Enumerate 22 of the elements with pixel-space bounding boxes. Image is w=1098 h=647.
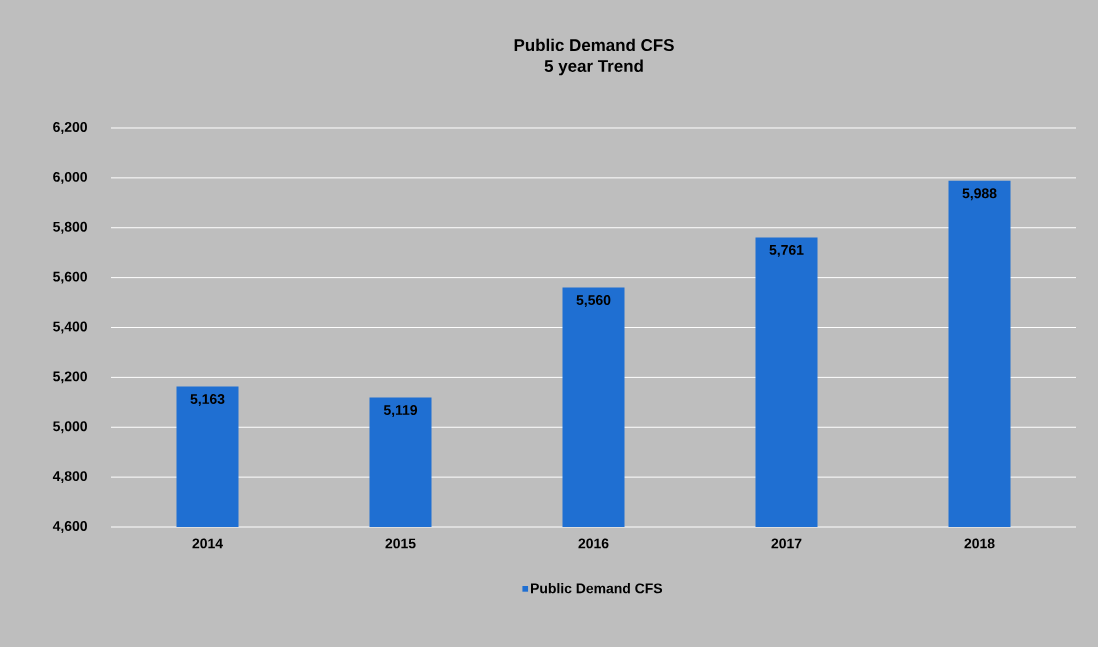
text: 5,560 xyxy=(576,295,611,307)
x-tick-label: 2016 xyxy=(578,538,609,549)
text: 5,119 xyxy=(383,405,418,417)
y-tick-label: 4,800 xyxy=(52,471,87,484)
y-tick-label: 5,200 xyxy=(53,371,87,384)
chart-title: Public Demand CFS xyxy=(514,38,674,52)
text: 5,988 xyxy=(962,188,997,201)
text: 5,761 xyxy=(769,244,804,257)
x-tick-label: 2017 xyxy=(771,538,802,549)
x-tick-label: 2015 xyxy=(385,538,416,549)
chart-subtitle: 5 year Trend xyxy=(544,59,643,76)
y-tick-label: 5,800 xyxy=(53,221,87,234)
y-tick-label: 5,000 xyxy=(53,421,87,434)
x-tick-label: 2014 xyxy=(192,538,223,549)
legend-label: Public Demand CFS xyxy=(531,583,663,594)
y-tick-label: 6,200 xyxy=(53,122,87,134)
y-tick-label: 6,000 xyxy=(53,171,87,184)
text: 5,163 xyxy=(190,394,225,406)
y-tick-label: 5,400 xyxy=(53,321,87,334)
y-tick-label: 4,600 xyxy=(52,521,87,533)
x-tick-label: 2018 xyxy=(964,538,995,549)
y-tick-label: 5,600 xyxy=(53,271,87,284)
